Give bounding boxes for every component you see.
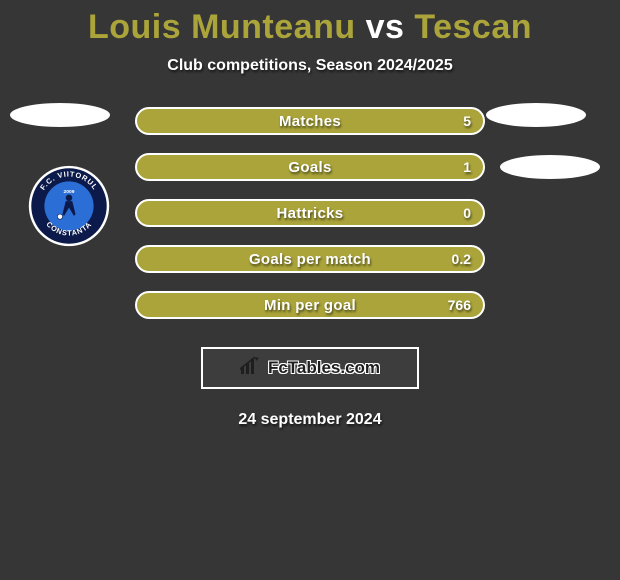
stat-bar: Hattricks 0 xyxy=(135,199,485,227)
player2-name: Tescan xyxy=(414,8,532,46)
date-line: 24 september 2024 xyxy=(0,411,620,429)
brand-text: FcTables.com xyxy=(268,358,380,378)
player1-name: Louis Munteanu xyxy=(88,8,356,46)
stat-bar: Matches 5 xyxy=(135,107,485,135)
stat-bar: Goals 1 xyxy=(135,153,485,181)
decor-ellipse-left xyxy=(10,103,110,127)
stat-value: 5 xyxy=(463,113,471,129)
stat-label: Goals xyxy=(288,159,331,176)
vs-separator: vs xyxy=(366,8,405,46)
stat-bar: Goals per match 0.2 xyxy=(135,245,485,273)
svg-text:2009: 2009 xyxy=(64,189,75,195)
stat-label: Matches xyxy=(279,113,341,130)
bar-chart-icon xyxy=(240,357,262,380)
subtitle: Club competitions, Season 2024/2025 xyxy=(0,57,620,75)
club-badge: F.C. VIITORUL CONSTANTA 2009 xyxy=(28,165,110,247)
brand-box[interactable]: FcTables.com xyxy=(201,347,419,389)
stat-value: 0.2 xyxy=(452,251,471,267)
stat-value: 0 xyxy=(463,205,471,221)
decor-ellipse-right-2 xyxy=(500,155,600,179)
stat-bars: Matches 5 Goals 1 Hattricks 0 Goals per match 0… xyxy=(135,107,485,319)
stat-value: 766 xyxy=(448,297,471,313)
stat-label: Hattricks xyxy=(277,205,344,222)
decor-ellipse-right-1 xyxy=(486,103,586,127)
stat-label: Goals per match xyxy=(249,251,371,268)
stat-bar: Min per goal 766 xyxy=(135,291,485,319)
stat-label: Min per goal xyxy=(264,297,356,314)
comparison-title: Louis Munteanu vs Tescan xyxy=(0,0,620,47)
stats-block: F.C. VIITORUL CONSTANTA 2009 Matches 5 Goa… xyxy=(0,107,620,429)
stat-value: 1 xyxy=(463,159,471,175)
